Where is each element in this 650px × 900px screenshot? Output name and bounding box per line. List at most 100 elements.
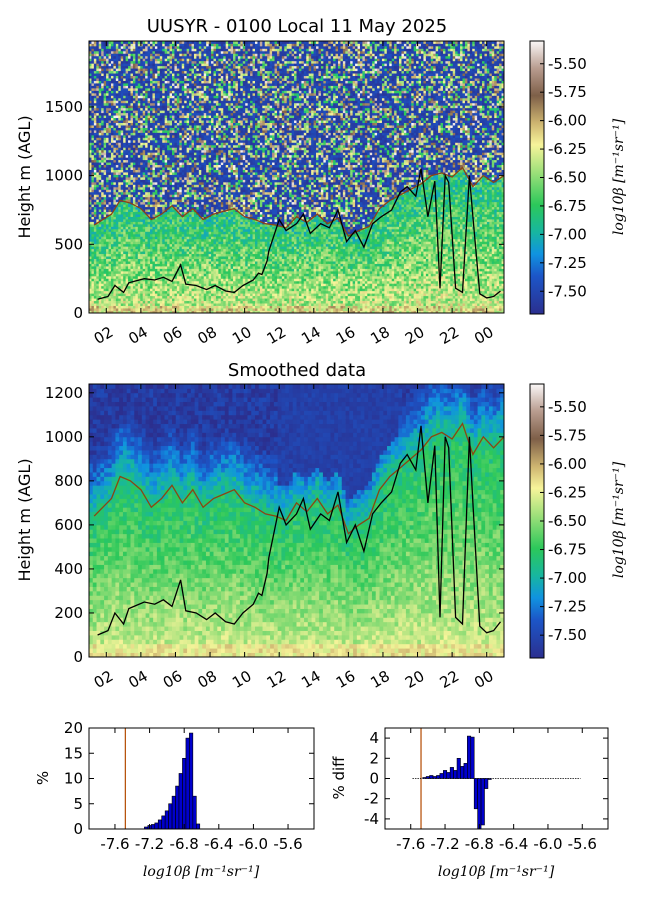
- x-tick-label: 22: [437, 667, 463, 692]
- histogram-xlabel: log10β [m⁻¹sr⁻¹]: [143, 864, 260, 880]
- x-tick-label: 10: [229, 323, 255, 348]
- x-tick-label: 12: [264, 323, 290, 348]
- x-tick-label: -6.8: [465, 835, 494, 853]
- x-tick-label: 16: [333, 323, 359, 348]
- bar: [169, 804, 172, 829]
- y-tick-label: 200: [54, 604, 83, 622]
- x-tick-label: -7.2: [135, 835, 164, 853]
- panel2-colorbar-ticks: -5.50-5.75-6.00-6.25-6.50-6.75-7.00-7.25…: [540, 398, 587, 644]
- colorbar-tick-label: -7.50: [548, 282, 587, 300]
- bar: [471, 737, 474, 778]
- colorbar-tick-label: -6.00: [548, 112, 587, 130]
- y-tick-label: 1500: [45, 98, 83, 116]
- x-tick-label: 18: [367, 667, 393, 692]
- colorbar-tick-label: -6.25: [548, 483, 587, 501]
- panel1-heatmap: [89, 41, 504, 313]
- y-tick-label: 0: [73, 648, 83, 666]
- bar: [172, 796, 175, 829]
- x-tick-label: 12: [264, 667, 290, 692]
- y-tick-label: -2: [364, 790, 379, 808]
- bar: [196, 824, 199, 829]
- y-tick-label: 5: [73, 795, 83, 813]
- x-tick-label: 02: [91, 323, 117, 348]
- colorbar-tick-label: -7.25: [548, 598, 587, 616]
- colorbar-tick-label: -5.75: [548, 83, 587, 101]
- colorbar-tick-label: -6.50: [548, 169, 587, 187]
- x-tick-label: 04: [125, 667, 151, 692]
- panel1-colorbar-label: log10β [m⁻¹sr⁻¹]: [611, 118, 627, 235]
- x-tick-label: -5.6: [273, 835, 302, 853]
- bar: [436, 775, 439, 778]
- bar: [457, 758, 460, 778]
- panel1-ylabel: Height m (AGL): [15, 115, 34, 238]
- bar: [151, 824, 154, 829]
- bar: [165, 811, 168, 829]
- x-tick-label: 20: [402, 323, 428, 348]
- x-tick-label: 20: [402, 667, 428, 692]
- x-tick-label: -6.4: [499, 835, 528, 853]
- y-tick-label: 1000: [45, 428, 83, 446]
- colorbar-tick-label: -7.50: [548, 626, 587, 644]
- x-tick-label: -7.6: [396, 835, 425, 853]
- x-tick-label: 18: [367, 323, 393, 348]
- bar: [460, 766, 463, 778]
- colorbar-tick-label: -7.00: [548, 225, 587, 243]
- x-tick-label: 04: [125, 323, 151, 348]
- y-tick-label: 20: [64, 719, 83, 737]
- bar: [454, 770, 457, 778]
- x-tick-label: 00: [471, 667, 497, 692]
- diff-ylabel: % diff: [330, 756, 348, 800]
- y-tick-label: 1200: [45, 384, 83, 402]
- y-tick-label: 15: [64, 744, 83, 762]
- panel1-colorbar-ticks: -5.50 -5.75 -6.00 -6.25 -6.50 -6.75 -7.00 -7.25…: [540, 55, 587, 301]
- panel1-title: UUSYR - 0100 Local 11 May 2025: [147, 16, 448, 37]
- bar: [443, 770, 446, 778]
- panel2-colorbar-label: log10β [m⁻¹sr⁻¹]: [611, 461, 627, 578]
- diff-bars: [412, 728, 580, 829]
- bar: [155, 823, 158, 829]
- bar: [430, 775, 433, 778]
- x-tick-label: -6.8: [170, 835, 199, 853]
- y-tick-label: 4: [369, 729, 379, 747]
- colorbar-tick-label: -5.50: [548, 55, 587, 73]
- x-tick-label: 02: [91, 667, 117, 692]
- histogram-ylabel: %: [34, 771, 52, 785]
- bar: [440, 773, 443, 778]
- bar: [182, 758, 185, 829]
- bar: [488, 779, 491, 780]
- diff-xlabel: log10β [m⁻¹sr⁻¹]: [438, 864, 555, 880]
- y-tick-label: 1000: [45, 167, 83, 185]
- colorbar-tick-label: -6.00: [548, 455, 587, 473]
- colorbar-tick-label: -7.25: [548, 254, 587, 272]
- bar: [176, 786, 179, 829]
- y-tick-label: 0: [73, 304, 83, 322]
- x-tick-label: 10: [229, 667, 255, 692]
- y-tick-label: 2: [369, 749, 379, 767]
- panel2-ylabel: Height m (AGL): [15, 458, 34, 581]
- bar: [158, 820, 161, 829]
- bar: [179, 773, 182, 829]
- panel2-heatmap: [89, 384, 504, 657]
- colorbar-tick-label: -6.50: [548, 512, 587, 530]
- colorbar-tick-label: -6.75: [548, 197, 587, 215]
- bar: [481, 779, 484, 825]
- panel2-title: Smoothed data: [228, 360, 366, 381]
- y-tick-label: 400: [54, 560, 83, 578]
- x-tick-label: 00: [471, 323, 497, 348]
- x-tick-label: 08: [195, 323, 221, 348]
- bar: [478, 779, 481, 830]
- bar: [433, 776, 436, 778]
- colorbar-tick-label: -5.50: [548, 398, 587, 416]
- bar: [189, 733, 192, 829]
- colorbar-tick-label: -6.25: [548, 140, 587, 158]
- colorbar-tick-label: -6.75: [548, 541, 587, 559]
- bar: [474, 779, 477, 809]
- colorbar-tick-label: -7.00: [548, 569, 587, 587]
- bar: [464, 763, 467, 778]
- x-tick-label: -6.4: [204, 835, 233, 853]
- histogram-bars: [125, 728, 199, 829]
- x-tick-label: 06: [160, 323, 186, 348]
- histogram-frame: [89, 728, 314, 829]
- bar: [450, 767, 453, 778]
